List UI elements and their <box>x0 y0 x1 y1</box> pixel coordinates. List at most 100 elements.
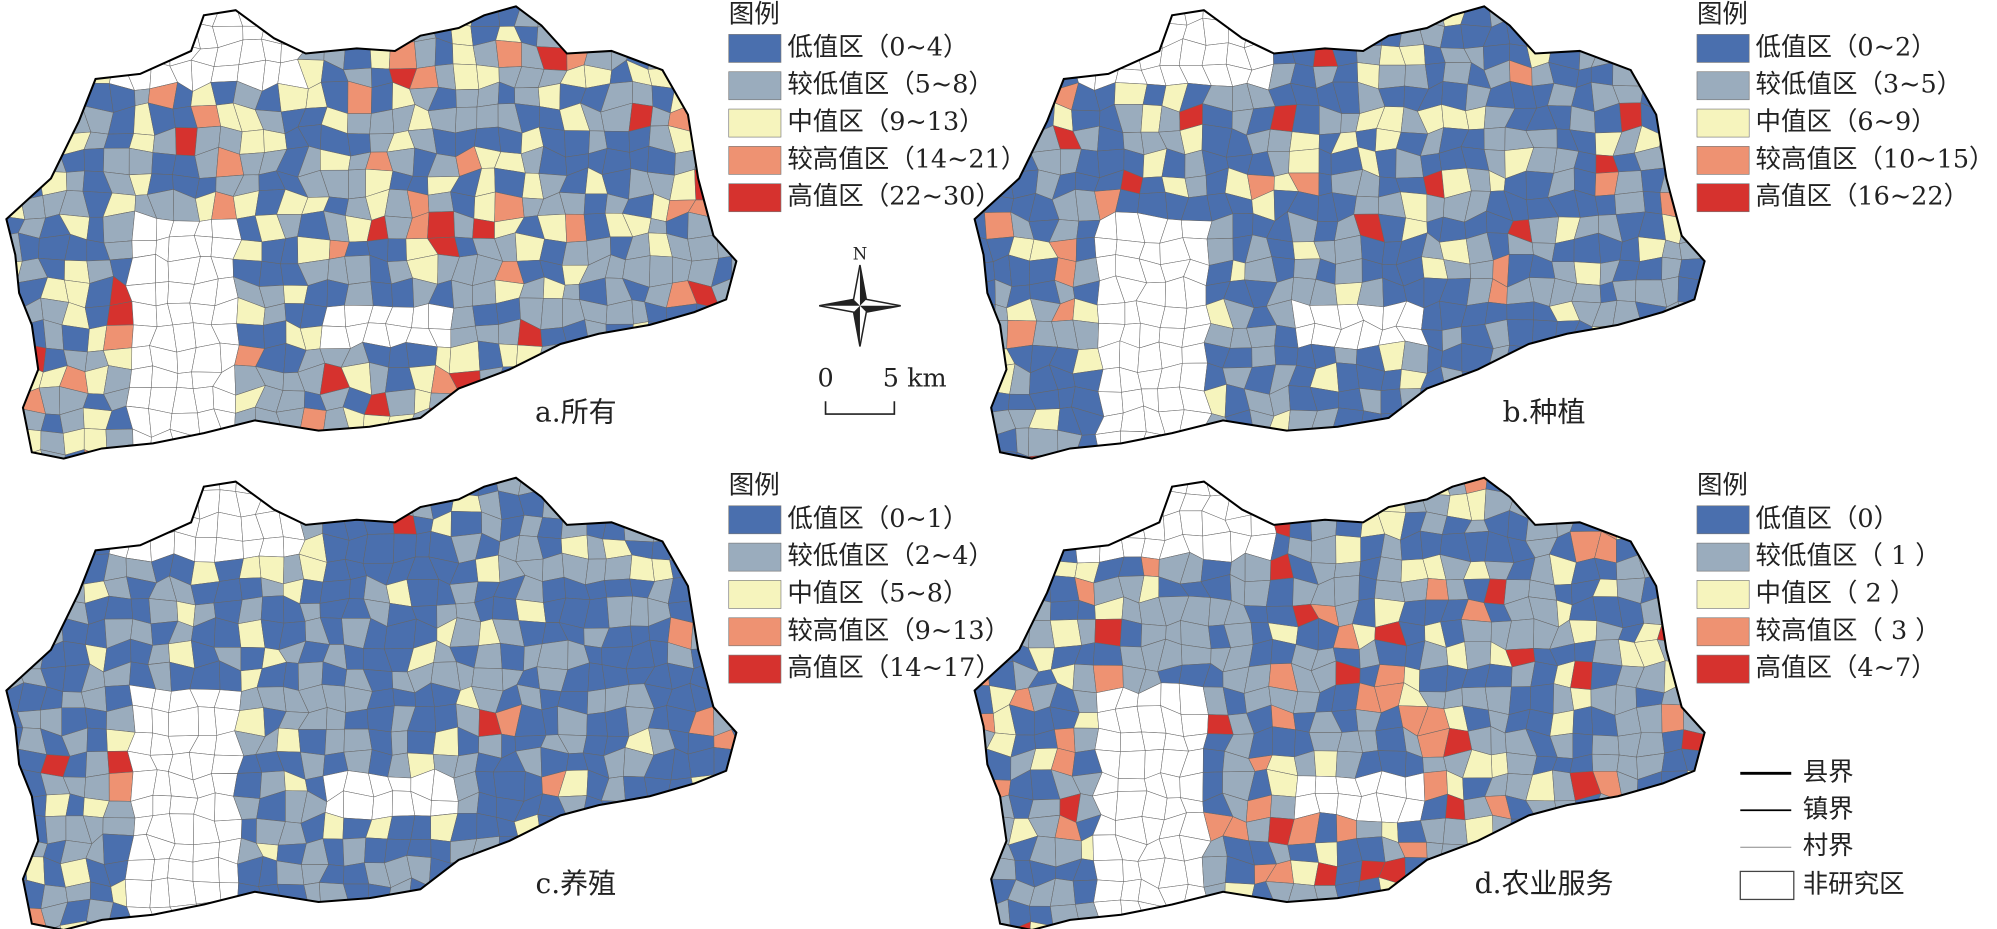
map-unit <box>297 6 324 20</box>
map-unit <box>1006 6 1040 25</box>
legend-label: 中值区（5~8） <box>787 578 968 608</box>
map-unit <box>6 837 26 864</box>
map-unit <box>6 6 23 21</box>
map-unit <box>1290 859 1319 886</box>
map-unit <box>6 363 27 395</box>
map-unit <box>475 554 501 583</box>
map-unit <box>452 63 480 91</box>
map-unit <box>624 406 653 439</box>
map-unit <box>690 648 717 669</box>
map-unit <box>1700 238 1705 263</box>
map-unit <box>495 882 524 908</box>
map-unit <box>1073 473 1102 502</box>
map-unit <box>38 83 71 114</box>
map-unit <box>1096 38 1119 69</box>
map-unit <box>1161 477 1190 495</box>
map-unit <box>645 864 673 885</box>
map-unit <box>688 835 719 862</box>
map-unit <box>1728 320 1752 351</box>
map-unit <box>1702 685 1705 713</box>
legend-label: 高值区（22~30） <box>787 182 1001 212</box>
map-unit <box>974 409 991 437</box>
map-unit <box>538 83 561 111</box>
map-unit <box>540 297 563 330</box>
map-unit <box>1658 813 1689 841</box>
map-unit <box>406 838 432 858</box>
map-unit <box>172 490 201 520</box>
map-unit <box>414 37 437 69</box>
map-unit <box>1722 753 1751 780</box>
map-unit <box>1596 833 1621 859</box>
legend-label: 中值区（9~13） <box>787 107 984 137</box>
map-unit <box>494 410 523 438</box>
map-unit <box>1659 130 1687 157</box>
map-unit <box>1075 923 1102 929</box>
map-unit <box>6 392 25 411</box>
map-unit <box>62 6 90 27</box>
map-unit <box>627 877 647 908</box>
map-unit <box>132 923 158 929</box>
map-unit <box>6 173 26 201</box>
map-unit <box>1399 6 1425 21</box>
map-unit <box>220 900 238 929</box>
map-unit <box>1460 6 1492 28</box>
map-unit <box>1374 898 1406 929</box>
map-unit <box>603 477 628 494</box>
map-unit <box>1405 881 1422 911</box>
map-unit <box>1036 473 1051 499</box>
map-unit <box>579 477 612 493</box>
map-unit <box>1417 449 1443 459</box>
map-unit <box>1484 663 1513 688</box>
map-unit <box>105 428 134 459</box>
map-unit <box>1201 42 1229 66</box>
map-unit <box>384 427 416 456</box>
map-unit <box>155 281 170 307</box>
map-unit <box>343 644 364 670</box>
map-unit <box>1247 477 1272 497</box>
map-unit <box>687 23 711 40</box>
map-unit <box>646 902 672 926</box>
map-unit <box>171 477 197 492</box>
map-unit <box>1358 429 1383 456</box>
map-unit <box>1248 6 1276 26</box>
map-unit <box>647 38 675 70</box>
map-unit <box>1707 384 1731 409</box>
map-unit <box>60 541 91 563</box>
map-unit <box>102 517 135 542</box>
map-unit <box>1460 619 1492 643</box>
map-unit <box>760 820 784 840</box>
map-panel: b.种植图例低值区（0~2）较低值区（3~5）中值区（6~9）较高值区（10~1… <box>973 0 1995 503</box>
legend-swatch <box>728 71 782 101</box>
map-unit <box>1661 477 1689 496</box>
map-unit <box>148 598 179 625</box>
map-unit <box>1636 536 1668 558</box>
map-unit <box>255 479 285 500</box>
map-unit <box>515 903 546 928</box>
map-unit <box>298 729 327 756</box>
map-unit <box>558 492 587 520</box>
map-unit <box>43 925 66 929</box>
map-unit <box>1313 221 1339 242</box>
map-unit <box>233 772 263 799</box>
map-unit <box>542 488 564 520</box>
map-unit <box>303 453 327 459</box>
map-unit <box>536 922 565 929</box>
map-unit <box>709 835 737 862</box>
map-unit <box>125 41 155 71</box>
map-unit <box>322 920 350 929</box>
scale-label: 0 <box>817 364 833 394</box>
map-unit <box>1138 452 1169 459</box>
map-unit <box>1118 22 1139 48</box>
map-unit <box>1526 474 1552 503</box>
map-unit <box>1006 320 1037 349</box>
map-unit <box>66 82 86 106</box>
map-unit <box>624 818 651 841</box>
map-unit <box>41 6 69 27</box>
map-unit <box>1666 898 1685 924</box>
map-unit <box>673 67 699 89</box>
map-unit <box>1687 383 1705 410</box>
map-unit <box>369 18 393 44</box>
map-unit <box>1311 449 1337 459</box>
map-unit <box>431 6 451 27</box>
